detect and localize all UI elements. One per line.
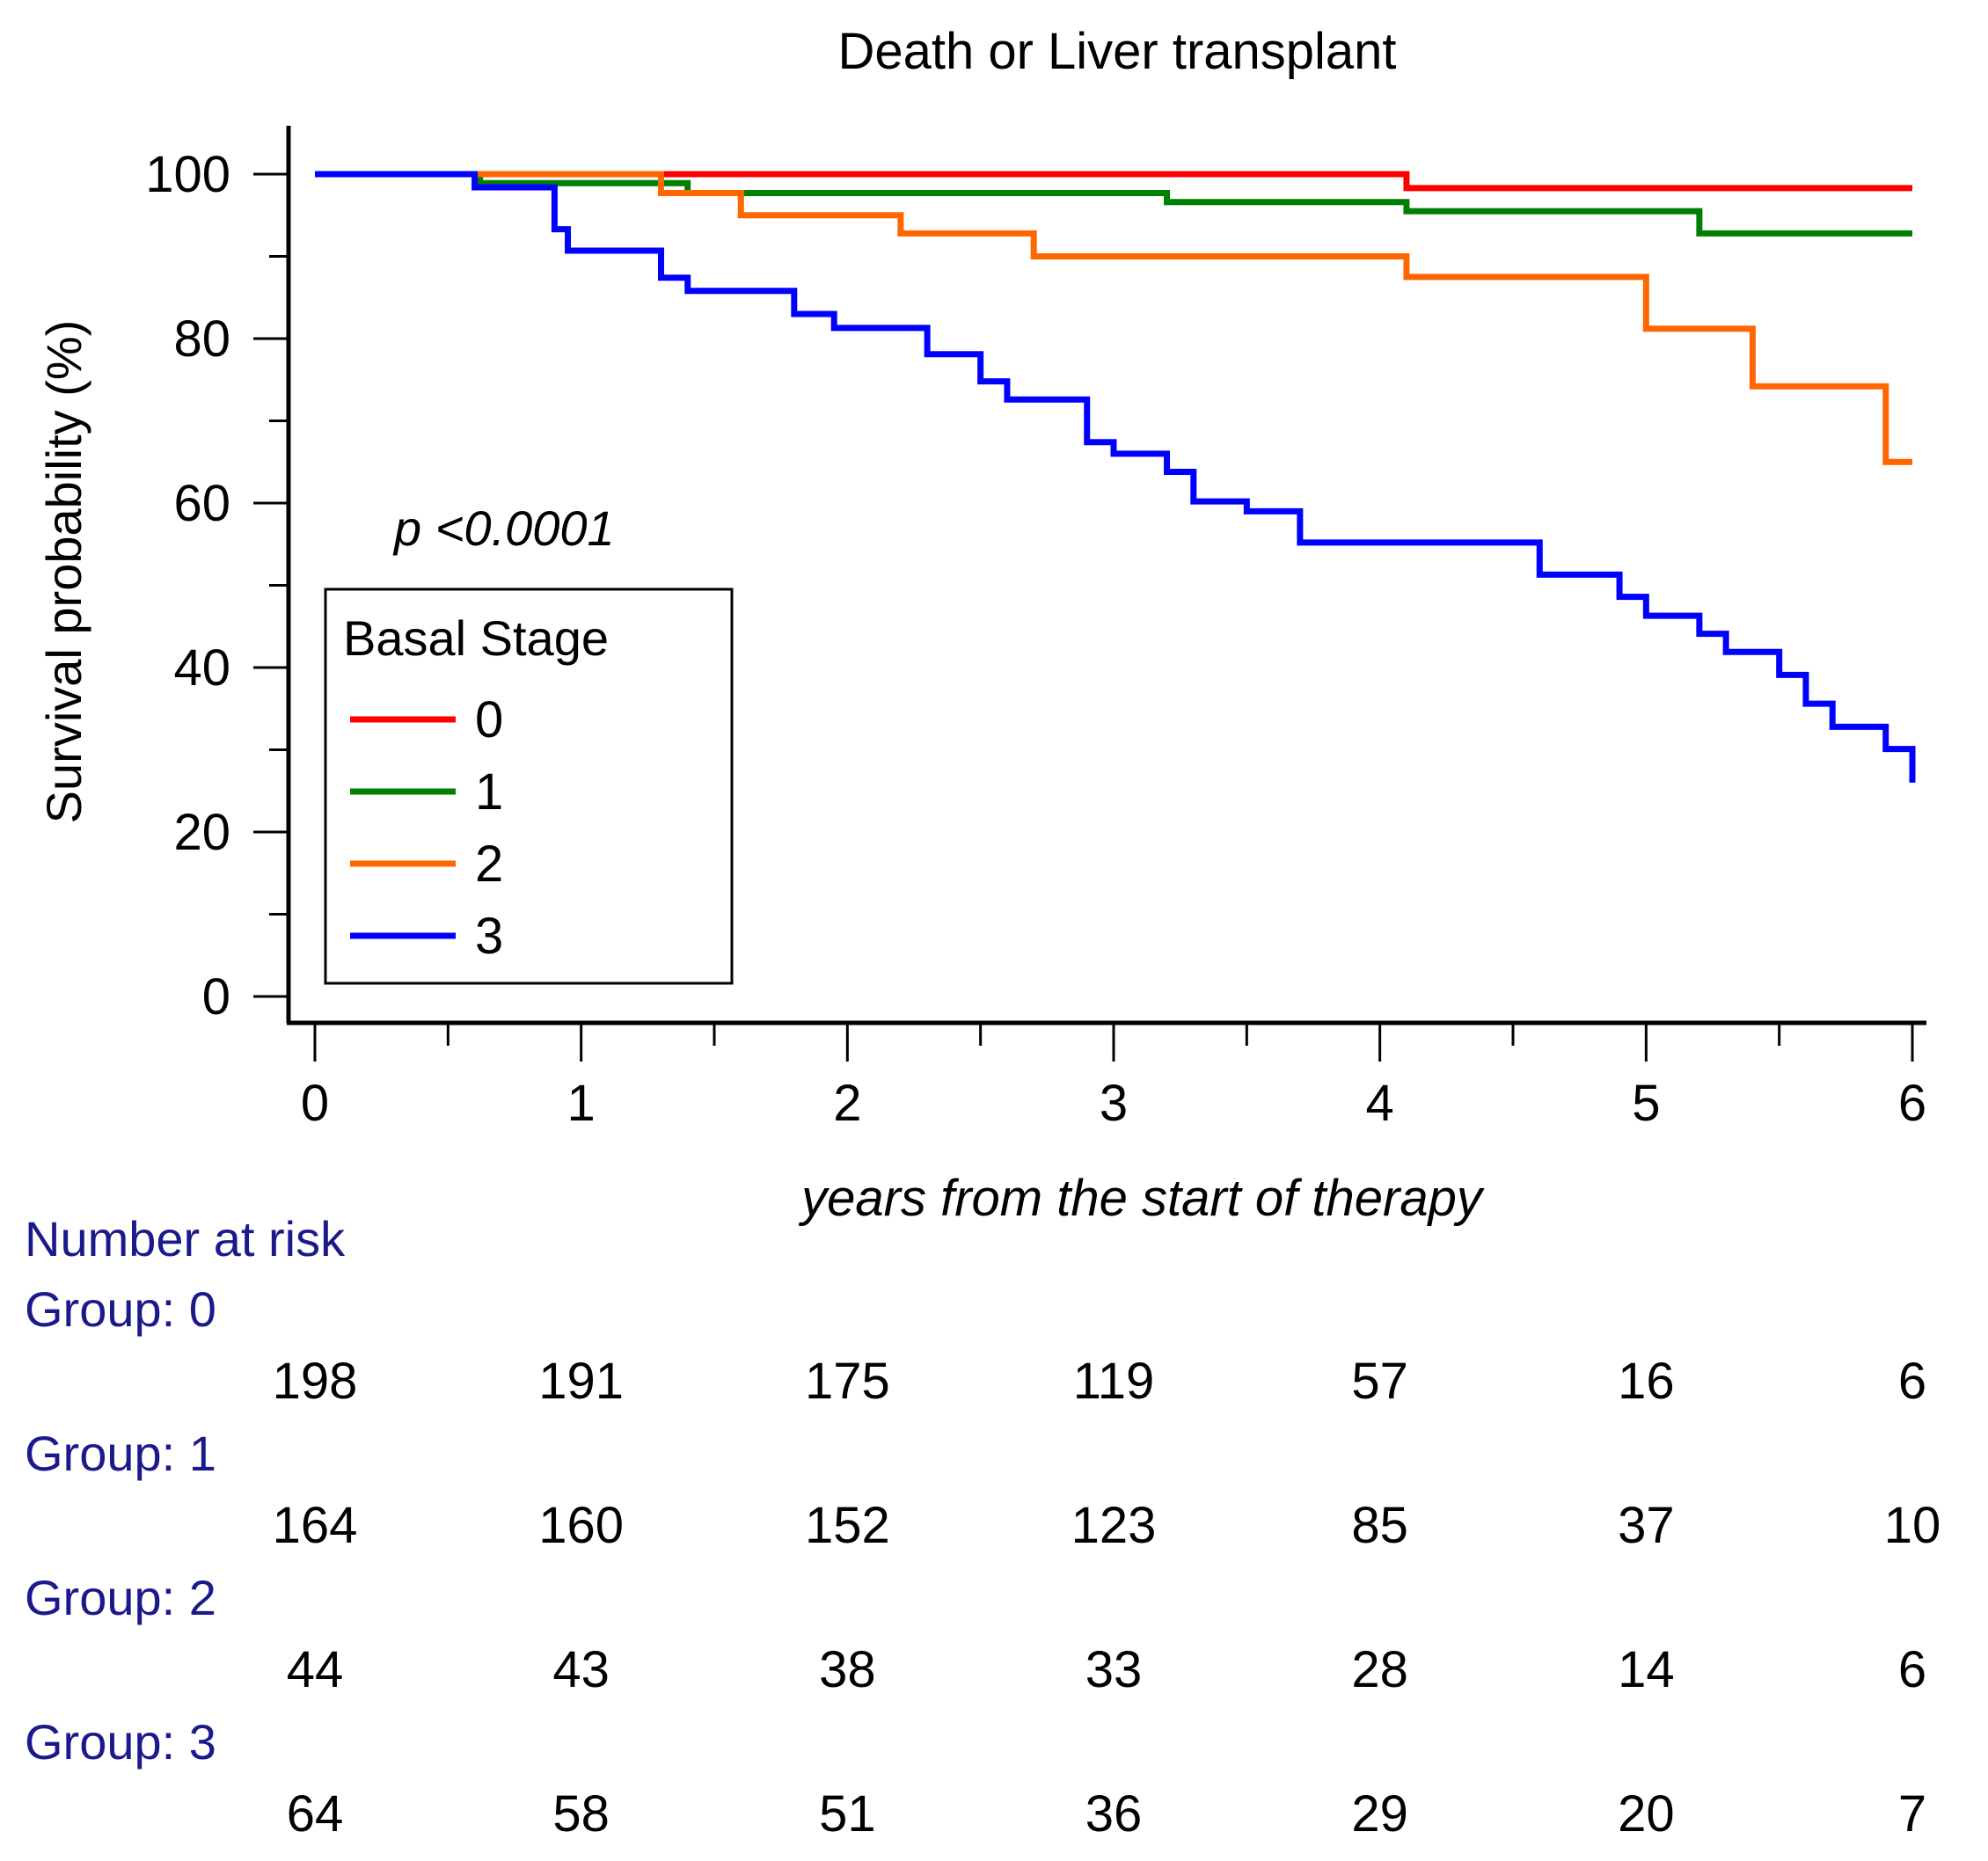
legend-label-stage-0: 0 <box>475 691 503 748</box>
risk-count: 198 <box>273 1353 358 1410</box>
y-tick-label: 100 <box>145 146 230 203</box>
risk-count: 58 <box>552 1785 610 1843</box>
y-tick-label: 40 <box>173 639 230 697</box>
risk-count: 119 <box>1073 1353 1154 1410</box>
legend-label-stage-2: 2 <box>475 836 503 893</box>
series-line-stage-0 <box>315 171 1912 192</box>
x-tick-label: 6 <box>1898 1075 1926 1132</box>
risk-count: 6 <box>1898 1641 1926 1698</box>
risk-count: 28 <box>1351 1641 1408 1698</box>
series-line-stage-2 <box>315 171 1912 465</box>
y-tick-label: 0 <box>202 968 230 1025</box>
risk-count: 37 <box>1618 1497 1675 1554</box>
risk-group-label: Group: 0 <box>25 1281 216 1337</box>
risk-count: 152 <box>805 1497 890 1554</box>
risk-group-label: Group: 1 <box>25 1426 216 1481</box>
risk-count: 43 <box>552 1641 610 1698</box>
series-layer <box>315 171 1916 783</box>
risk-count: 160 <box>538 1497 624 1554</box>
series-line-stage-3 <box>315 171 1916 783</box>
x-tick-label: 4 <box>1366 1075 1394 1132</box>
risk-count: 51 <box>819 1785 876 1843</box>
risk-count: 33 <box>1085 1641 1143 1698</box>
chart-title: Death or Liver transplant <box>837 23 1396 80</box>
risk-count: 175 <box>805 1353 890 1410</box>
risk-count: 123 <box>1071 1497 1157 1554</box>
x-tick-label: 0 <box>301 1075 329 1132</box>
risk-count: 7 <box>1898 1785 1926 1843</box>
risk-group-label: Group: 3 <box>25 1714 216 1770</box>
legend-label-stage-3: 3 <box>475 908 503 965</box>
risk-count: 57 <box>1351 1353 1408 1410</box>
risk-count: 29 <box>1351 1785 1408 1843</box>
risk-count: 64 <box>287 1785 344 1843</box>
x-tick-label: 5 <box>1632 1075 1660 1132</box>
risk-count: 38 <box>819 1641 876 1698</box>
risk-count: 20 <box>1618 1785 1675 1843</box>
risk-count: 191 <box>538 1353 624 1410</box>
x-axis-label: years from the start of therapy <box>798 1170 1485 1227</box>
risk-count: 16 <box>1618 1353 1675 1410</box>
legend-title: Basal Stage <box>343 610 609 666</box>
risk-count: 10 <box>1884 1497 1941 1554</box>
risk-count: 36 <box>1085 1785 1143 1843</box>
legend: Basal Stage 0 1 2 3 <box>324 587 734 985</box>
risk-count: 14 <box>1618 1641 1675 1698</box>
risk-count: 85 <box>1351 1497 1408 1554</box>
x-tick-label: 3 <box>1100 1075 1128 1132</box>
series-line-stage-1 <box>315 171 1912 237</box>
y-tick-label: 60 <box>173 475 230 532</box>
x-tick-label: 1 <box>567 1075 596 1132</box>
risk-table: Number at risk Group: 0 198 191 175 119 57 16 6… <box>25 1211 1940 1843</box>
y-tick-label: 80 <box>173 310 230 368</box>
risk-count: 6 <box>1898 1353 1926 1410</box>
y-tick-label: 20 <box>173 804 230 861</box>
p-value-annotation: p <0.0001 <box>392 500 615 556</box>
risk-count: 164 <box>273 1497 358 1554</box>
legend-label-stage-1: 1 <box>475 763 503 821</box>
risk-table-title: Number at risk <box>25 1211 346 1266</box>
risk-count: 44 <box>287 1641 344 1698</box>
y-axis-label: Survival probability (%) <box>36 320 91 824</box>
legend-box <box>324 587 734 985</box>
risk-group-label: Group: 2 <box>25 1570 216 1625</box>
x-tick-label: 2 <box>833 1075 861 1132</box>
